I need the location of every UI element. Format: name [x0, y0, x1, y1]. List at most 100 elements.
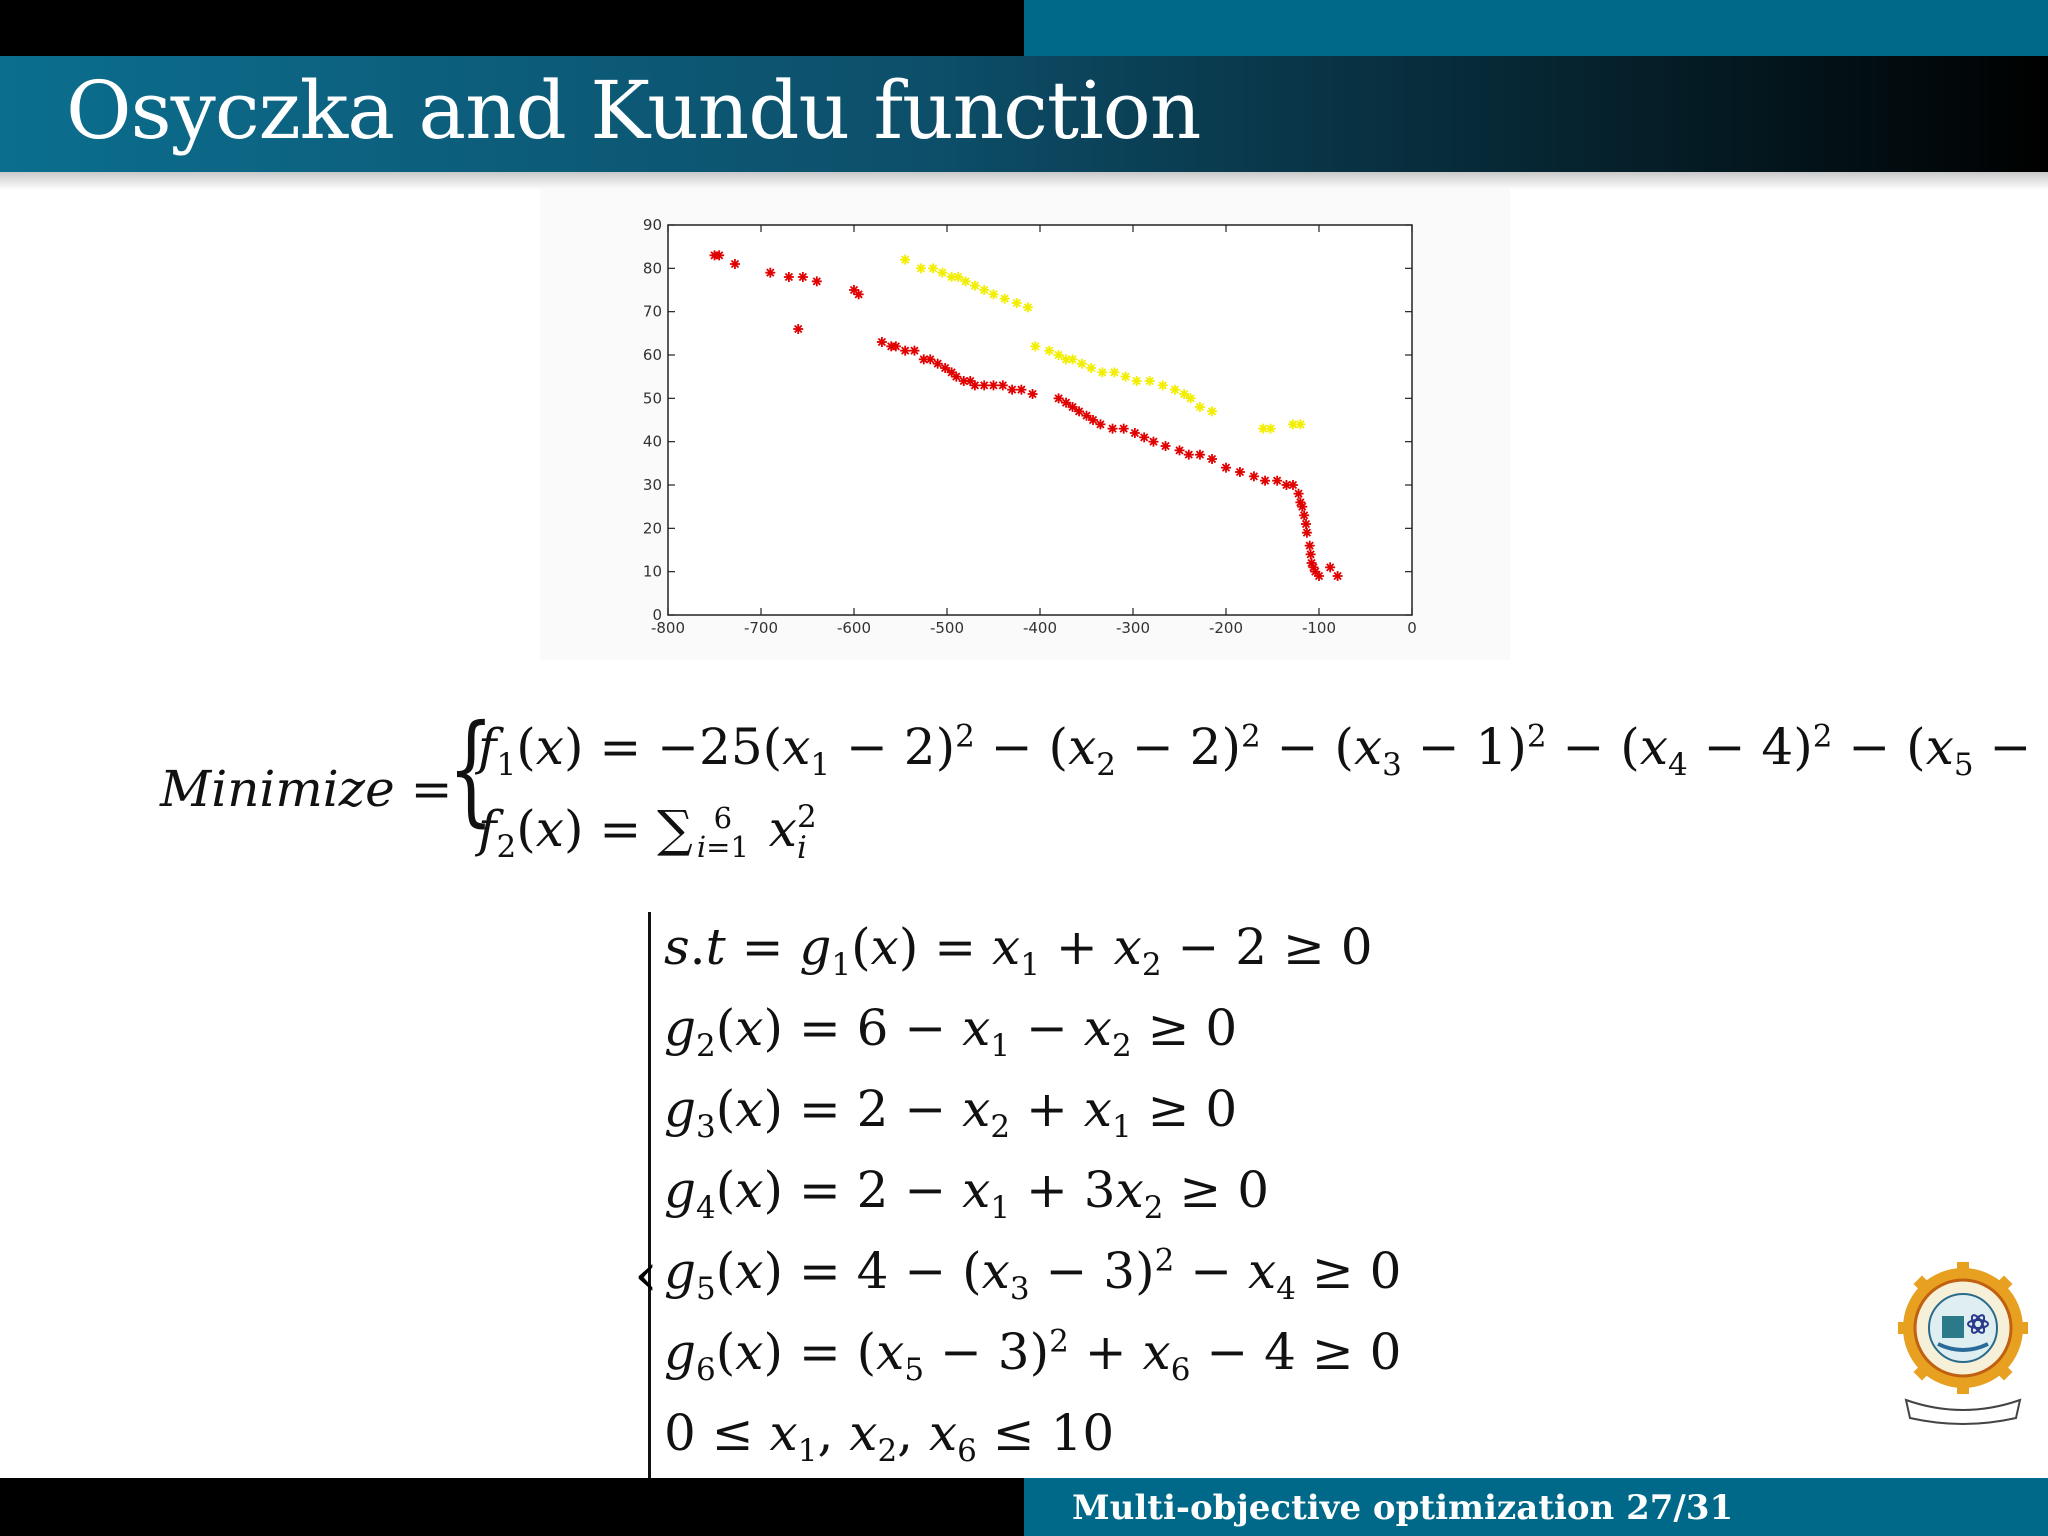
x-tick-label: -200	[1209, 619, 1243, 637]
yellow-point	[1207, 406, 1218, 417]
plot-area	[667, 224, 1413, 616]
x-tick-label: -300	[1116, 619, 1150, 637]
title-shadow	[0, 172, 2048, 190]
red-point	[1007, 384, 1018, 395]
red-point	[1027, 389, 1038, 399]
red-point	[1183, 449, 1194, 460]
yellow-point	[1097, 367, 1108, 378]
yellow-point	[1179, 389, 1190, 399]
red-point	[969, 380, 980, 391]
x-tick-label: -800	[651, 619, 685, 637]
red-point	[1129, 428, 1140, 438]
red-point	[1287, 480, 1298, 490]
red-point	[997, 380, 1008, 391]
red-point	[811, 276, 822, 287]
yellow-point	[1185, 393, 1196, 404]
minimize-label: Minimize =	[160, 760, 453, 818]
y-tick-label: 10	[643, 563, 662, 581]
yellow-point	[1086, 363, 1097, 373]
constraint-brace-tip: ‹	[634, 1240, 658, 1310]
yellow-point	[988, 289, 999, 300]
footer-text: Multi-objective optimization 27/31	[1072, 1488, 1734, 1528]
yellow-point	[900, 254, 911, 265]
y-tick-label: 60	[643, 346, 662, 364]
objective-brace: {	[448, 700, 494, 839]
yellow-point	[1169, 384, 1180, 395]
red-point	[925, 354, 936, 365]
constraint-g2: g2(x) = 6 − x1 − x2 ≥ 0	[664, 999, 1238, 1064]
yellow-point	[1030, 341, 1041, 352]
institute-logo	[1898, 1262, 2028, 1425]
red-point	[853, 289, 864, 300]
yellow-point	[1194, 402, 1205, 412]
y-tick-label: 30	[643, 476, 662, 494]
red-point	[1095, 419, 1106, 430]
yellow-point	[1120, 371, 1131, 382]
red-point	[765, 267, 776, 278]
yellow-point	[1295, 419, 1306, 430]
red-point	[988, 380, 999, 391]
red-point	[793, 324, 804, 334]
yellow-point	[1044, 345, 1055, 356]
red-point	[1332, 571, 1343, 581]
red-point	[1016, 384, 1027, 395]
constraint-bounds: 0 ≤ x1, x2, x6 ≤ 10	[664, 1404, 1115, 1469]
red-point	[1074, 406, 1085, 417]
red-point	[1118, 423, 1129, 434]
red-point	[1207, 454, 1218, 464]
yellow-point	[1109, 367, 1120, 378]
constraint-g1: s.t = g1(x) = x1 + x2 − 2 ≥ 0	[664, 918, 1373, 983]
yellow-point	[915, 263, 926, 274]
x-tick-label: -100	[1302, 619, 1336, 637]
y-tick-label: 0	[652, 606, 662, 624]
red-point	[909, 345, 920, 356]
red-point	[1260, 475, 1271, 486]
y-tick-label: 20	[643, 519, 662, 537]
x-tick-label: -500	[930, 619, 964, 637]
red-point	[900, 345, 911, 356]
yellow-point	[999, 293, 1010, 304]
x-tick-label: -600	[837, 619, 871, 637]
red-point	[1221, 462, 1231, 473]
logo-waves	[1937, 1342, 1989, 1352]
y-tick-label: 80	[643, 259, 662, 277]
red-point	[940, 363, 951, 373]
yellow-point	[969, 280, 980, 291]
constraint-g3: g3(x) = 2 − x2 + x1 ≥ 0	[664, 1080, 1238, 1145]
red-point	[1081, 410, 1092, 421]
yellow-point	[1053, 350, 1064, 360]
red-point	[1107, 423, 1118, 434]
yellow-point	[1011, 298, 1022, 308]
logo-book-icon	[1942, 1316, 1964, 1338]
y-tick-label: 40	[643, 433, 662, 451]
yellow-point	[960, 276, 971, 287]
yellow-point	[946, 272, 957, 282]
y-tick-label: 90	[643, 216, 662, 234]
top-bar-right	[1024, 0, 2048, 56]
red-point	[890, 341, 901, 352]
red-point	[1297, 501, 1308, 512]
red-point	[1234, 467, 1245, 477]
footer-bar-right	[1024, 1478, 2048, 1536]
x-tick-label: -400	[1023, 619, 1057, 637]
red-point	[1293, 488, 1304, 499]
red-point	[1053, 393, 1064, 404]
yellow-point	[928, 263, 939, 274]
red-point	[1300, 519, 1311, 529]
footer-bar-left	[0, 1478, 1024, 1536]
slide-title: Osyczka and Kundu function	[66, 64, 1201, 157]
objective-f1: f1(x) = −25(x1 − 2)2 − (x2 − 2)2 − (x3 −…	[478, 718, 2048, 783]
yellow-point	[1144, 376, 1155, 386]
yellow-point	[937, 267, 948, 278]
red-point	[714, 250, 725, 261]
red-point	[1301, 527, 1312, 538]
constraint-g4: g4(x) = 2 − x1 + 3x2 ≥ 0	[664, 1161, 1270, 1226]
yellow-point	[1265, 423, 1276, 434]
top-bar-left	[0, 0, 1024, 56]
constraint-g5: g5(x) = 4 − (x3 − 3)2 − x4 ≥ 0	[664, 1242, 1402, 1307]
red-point	[797, 272, 808, 282]
red-point	[1148, 436, 1159, 447]
logo-motto-scroll	[1904, 1398, 2022, 1425]
logo-atom-icon	[1967, 1319, 1989, 1329]
